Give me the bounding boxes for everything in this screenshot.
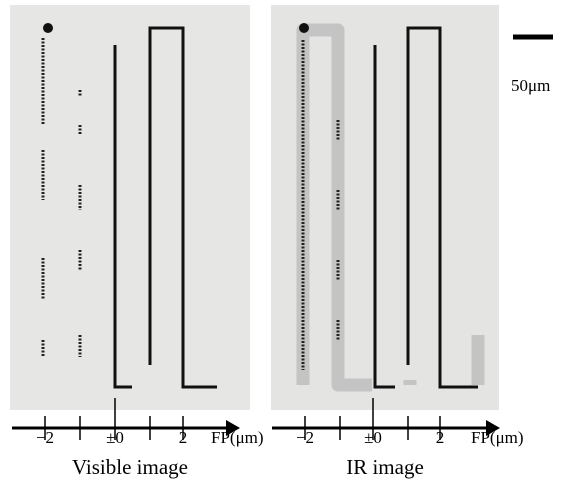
scale-label: 50μm	[511, 76, 550, 95]
ir-panel	[271, 5, 499, 410]
tick-label: ±0	[106, 428, 124, 447]
tick-label: 2	[179, 428, 188, 447]
visible-image	[10, 5, 250, 410]
axis-left	[12, 398, 240, 440]
axis-right	[272, 398, 500, 440]
caption: IR image	[346, 455, 424, 479]
axis-label: FP(μm)	[471, 428, 524, 447]
tick-label: ±0	[364, 428, 382, 447]
caption: Visible image	[72, 455, 188, 479]
visible-panel	[10, 5, 250, 410]
tick-label: −2	[36, 428, 54, 447]
axis-label: FP(μm)	[211, 428, 264, 447]
tick-label: 2	[436, 428, 445, 447]
tick-label: −2	[296, 428, 314, 447]
